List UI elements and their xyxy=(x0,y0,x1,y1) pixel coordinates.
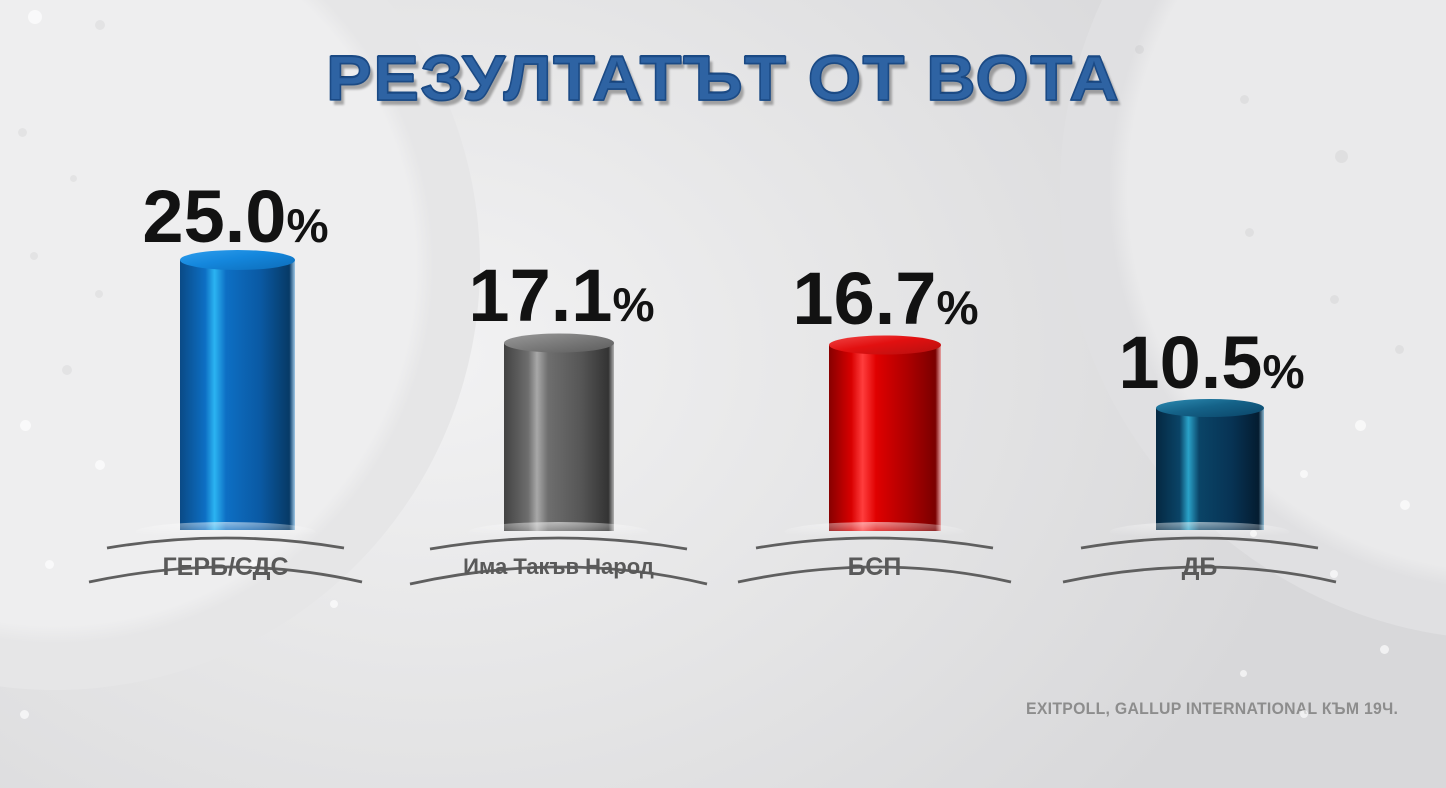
svg-text:Има Такъв Народ: Има Такъв Народ xyxy=(463,554,654,579)
svg-text:ДБ: ДБ xyxy=(1182,553,1218,581)
svg-text:БСП: БСП xyxy=(848,553,902,581)
svg-text:ГЕРБ/СДС: ГЕРБ/СДС xyxy=(162,553,288,581)
